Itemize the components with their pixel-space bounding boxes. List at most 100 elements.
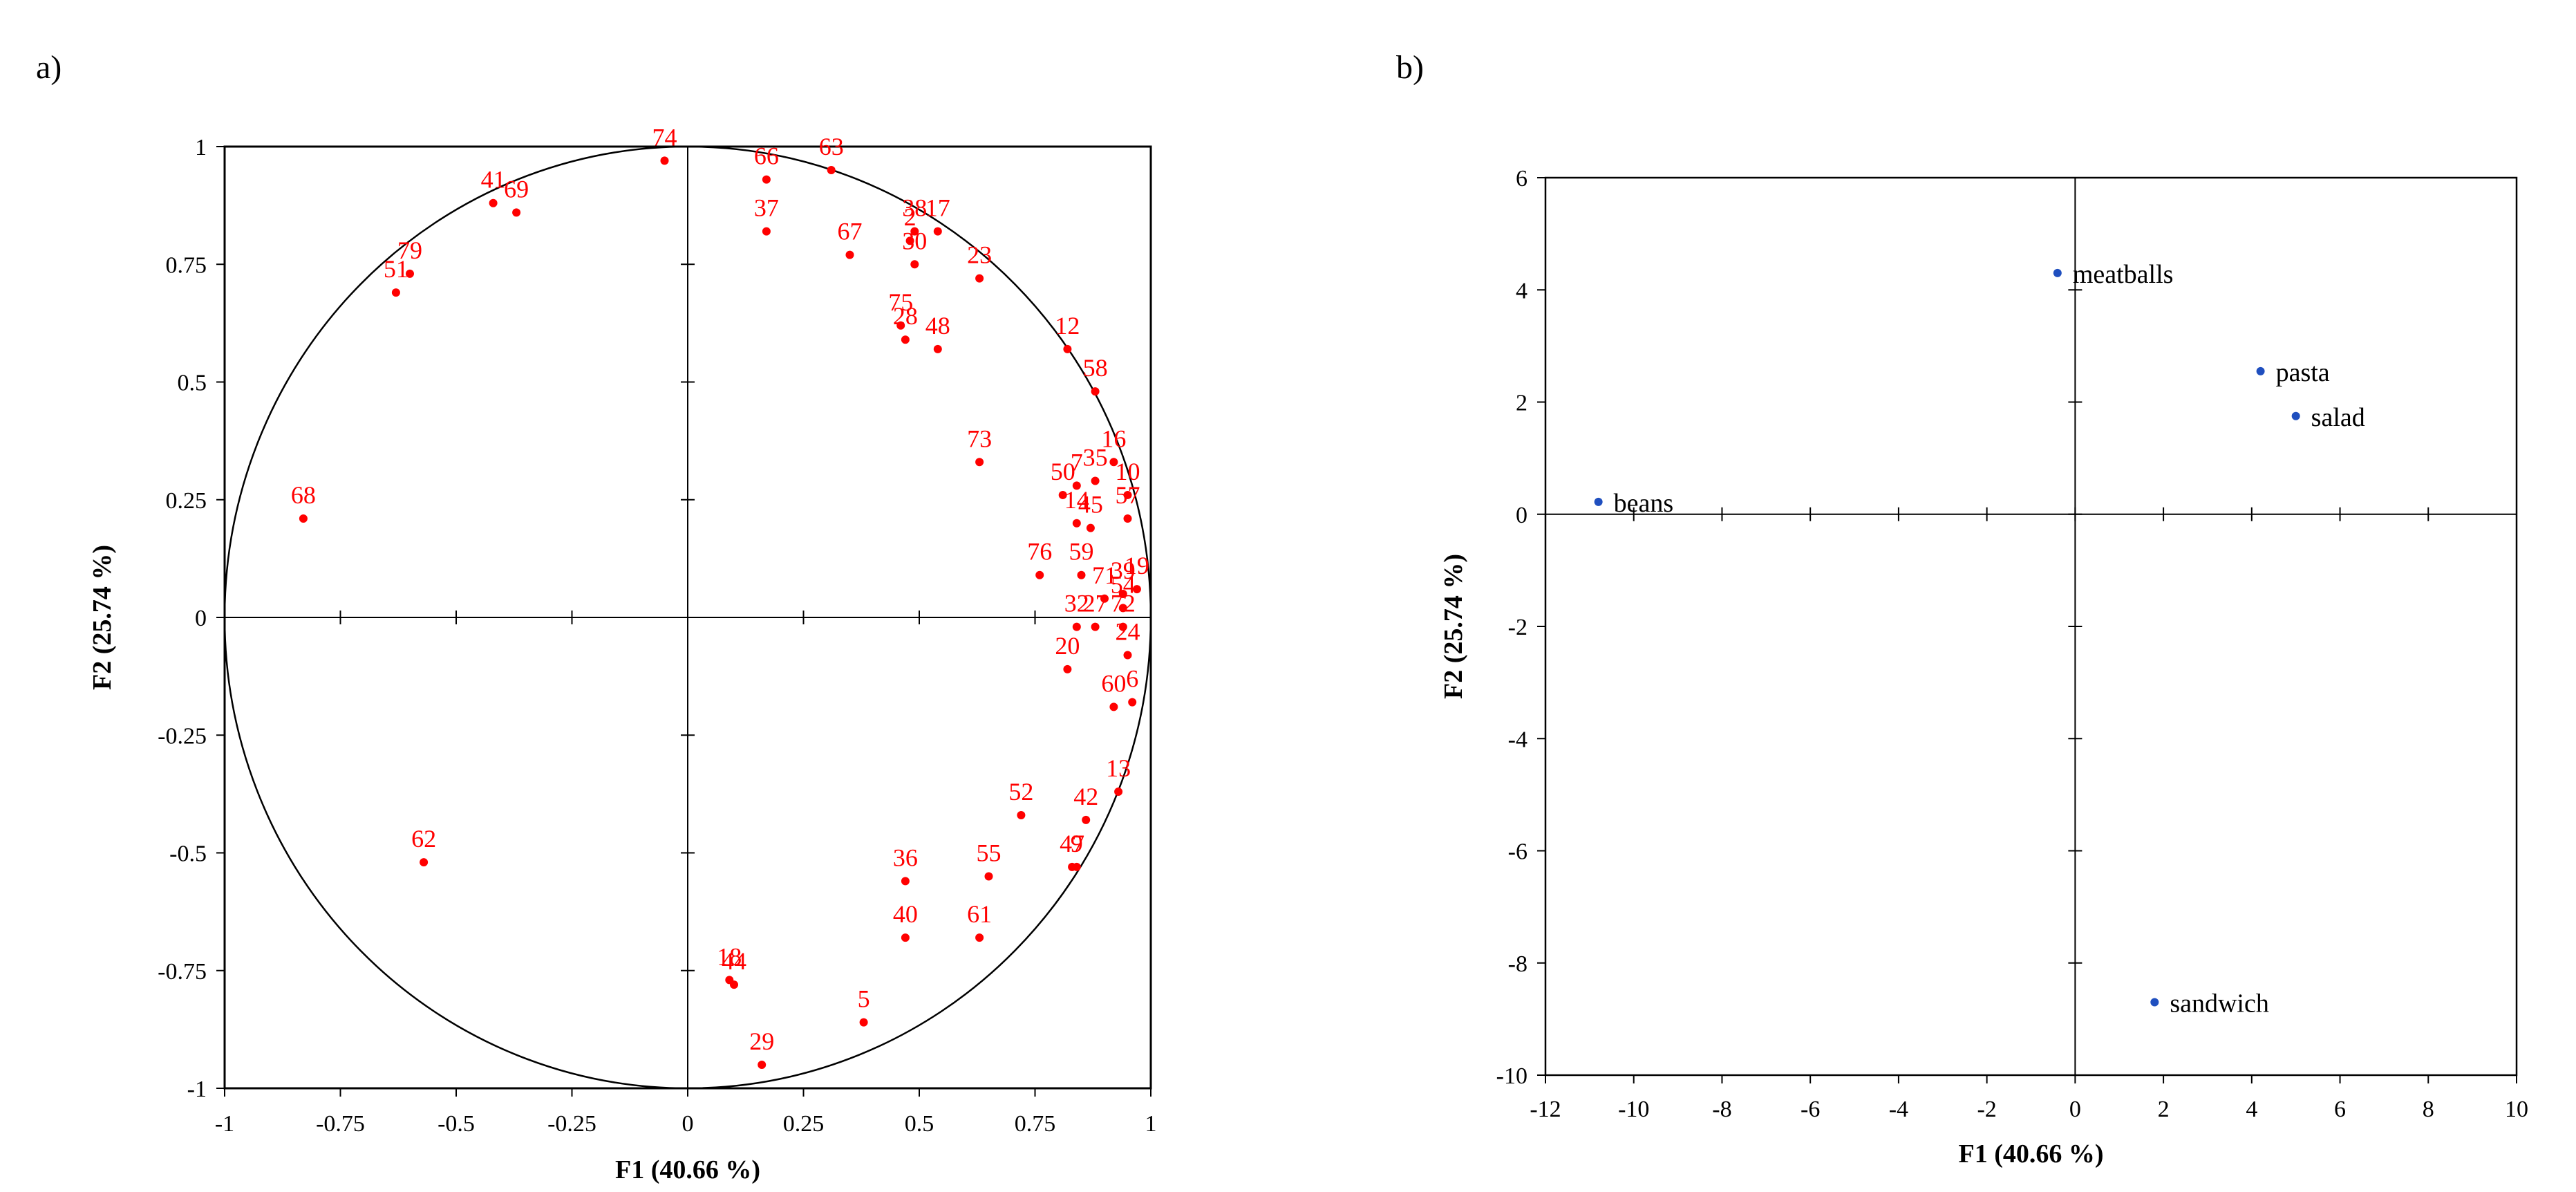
chart-a-point-14 <box>1072 519 1081 528</box>
chart-a-point-label: 55 <box>977 839 1002 867</box>
chart-a-point-label: 29 <box>749 1027 774 1055</box>
chart-a-x-tick-label: 0.25 <box>783 1111 825 1137</box>
chart-a-point-label: 39 <box>1111 557 1136 584</box>
chart-a-point-label: 48 <box>925 312 950 339</box>
chart-a-point-38 <box>910 227 919 236</box>
chart-a-point-label: 14 <box>1064 486 1089 514</box>
chart-a-point-72 <box>1118 622 1127 631</box>
chart-a-point-label: 50 <box>1051 458 1075 485</box>
chart-a-y-tick-label: -0.5 <box>169 841 207 867</box>
chart-a-x-tick-label: 0 <box>682 1111 694 1137</box>
chart-a-x-tick-label: -1 <box>215 1111 234 1137</box>
chart-a-point-label: 13 <box>1106 754 1131 782</box>
chart-a-point-57 <box>1123 514 1132 523</box>
chart-a-point-71 <box>1100 594 1109 603</box>
chart-a-point-label: 41 <box>481 166 506 194</box>
chart-a-point-label: 23 <box>967 241 992 269</box>
chart-a-point-62 <box>420 858 429 867</box>
chart-a-point-13 <box>1114 787 1123 796</box>
chart-a-point-41 <box>489 198 498 207</box>
chart-a-point-label: 68 <box>291 481 316 509</box>
chart-a-point-27 <box>1091 622 1100 631</box>
chart-a-point-label: 63 <box>819 133 844 160</box>
chart-a-y-tick-label: -0.75 <box>158 959 207 985</box>
chart-a-point-55 <box>984 872 993 881</box>
chart-a-point-17 <box>933 227 942 236</box>
chart-a-x-tick-label: 1 <box>1145 1111 1157 1137</box>
chart-a-point-label: 40 <box>893 900 918 928</box>
chart-a-point-label: 69 <box>504 175 529 203</box>
chart-a-point-label: 47 <box>1060 830 1084 857</box>
chart-a-point-label: 45 <box>1078 491 1103 519</box>
chart-a-point-5 <box>859 1018 868 1027</box>
chart-a-point-label: 60 <box>1101 669 1126 697</box>
chart-a-point-24 <box>1123 651 1132 660</box>
chart-a-point-label: 12 <box>1055 312 1080 339</box>
chart-a-point-label: 37 <box>754 194 779 222</box>
chart-a-x-tick-label: -0.75 <box>316 1111 365 1137</box>
chart-a-point-67 <box>845 250 854 259</box>
chart-a-x-tick-label: -0.25 <box>547 1111 596 1137</box>
chart-a-point-label: 61 <box>967 900 992 928</box>
chart-a-point-45 <box>1086 523 1095 532</box>
chart-a-point-47 <box>1068 862 1077 871</box>
chart-a-point-label: 27 <box>1083 590 1108 617</box>
chart-a-point-label: 18 <box>717 942 742 970</box>
chart-a-point-51 <box>391 288 400 297</box>
chart-a-point-29 <box>758 1060 767 1069</box>
chart-a-point-2 <box>905 236 914 245</box>
chart-a-point-label: 32 <box>1064 590 1089 617</box>
chart-a-point-50 <box>1058 490 1067 499</box>
chart-a-x-axis-label: F1 (40.66 %) <box>615 1155 760 1184</box>
chart-a-y-axis-label: F2 (25.74 %) <box>88 545 117 690</box>
chart-a-point-23 <box>975 274 984 283</box>
chart-a-point-label: 38 <box>902 194 927 222</box>
chart-a-point-label: 24 <box>1116 617 1140 645</box>
chart-a-point-35 <box>1091 476 1100 485</box>
panel-label-b: b) <box>1396 49 1424 86</box>
chart-a-point-20 <box>1063 664 1072 673</box>
chart-a-point-54 <box>1118 604 1127 613</box>
chart-a-point-label: 62 <box>411 825 436 853</box>
chart-a-point-66 <box>762 175 771 184</box>
chart-a-y-tick-label: -1 <box>187 1077 207 1102</box>
chart-a-point-label: 5 <box>858 985 870 1013</box>
chart-a-point-16 <box>1109 458 1118 467</box>
chart-a-point-76 <box>1035 570 1044 579</box>
chart-a-point-73 <box>975 458 984 467</box>
chart-a-point-label: 16 <box>1101 425 1126 452</box>
chart-a-point-label: 52 <box>1008 778 1033 805</box>
chart-a-point-74 <box>660 156 669 165</box>
chart-a-y-tick-label: -0.25 <box>158 723 207 749</box>
chart-a-point-label: 58 <box>1083 354 1108 382</box>
chart-a-x-tick-label: 0.75 <box>1015 1111 1056 1137</box>
chart-a-point-label: 51 <box>384 255 408 283</box>
chart-a-point-10 <box>1123 490 1132 499</box>
chart-a-point-42 <box>1082 815 1091 824</box>
chart-a-point-label: 57 <box>1116 481 1140 509</box>
chart-a-point-label: 30 <box>902 227 927 254</box>
chart-a-y-tick-label: 1 <box>195 135 207 160</box>
chart-a-point-58 <box>1091 387 1100 396</box>
chart-a-point-19 <box>1132 585 1141 594</box>
chart-a-x-tick-label: -0.5 <box>438 1111 475 1137</box>
chart-a-point-69 <box>512 208 521 217</box>
chart-a-point-label: 44 <box>722 947 746 975</box>
chart-a-point-59 <box>1077 570 1086 579</box>
chart-a-point-label: 66 <box>754 142 779 170</box>
chart-a-point-32 <box>1072 622 1081 631</box>
chart-a-point-label: 76 <box>1027 538 1052 566</box>
chart-a-point-7 <box>1072 481 1081 490</box>
panel-label-a: a) <box>36 49 62 86</box>
chart-a-y-tick-label: 0.75 <box>166 252 207 278</box>
chart-a-point-30 <box>910 260 919 269</box>
chart-a-point-label: 17 <box>925 194 950 222</box>
chart-a-point-label: 36 <box>893 844 918 871</box>
chart-a-point-label: 75 <box>888 288 913 316</box>
chart-a-point-61 <box>975 933 984 942</box>
chart-a-y-tick-label: 0.5 <box>178 371 207 396</box>
chart-a-point-label: 74 <box>652 123 677 151</box>
chart-a-point-40 <box>901 933 910 942</box>
chart-a-point-label: 73 <box>967 425 992 452</box>
chart-a-point-label: 72 <box>1111 590 1136 617</box>
